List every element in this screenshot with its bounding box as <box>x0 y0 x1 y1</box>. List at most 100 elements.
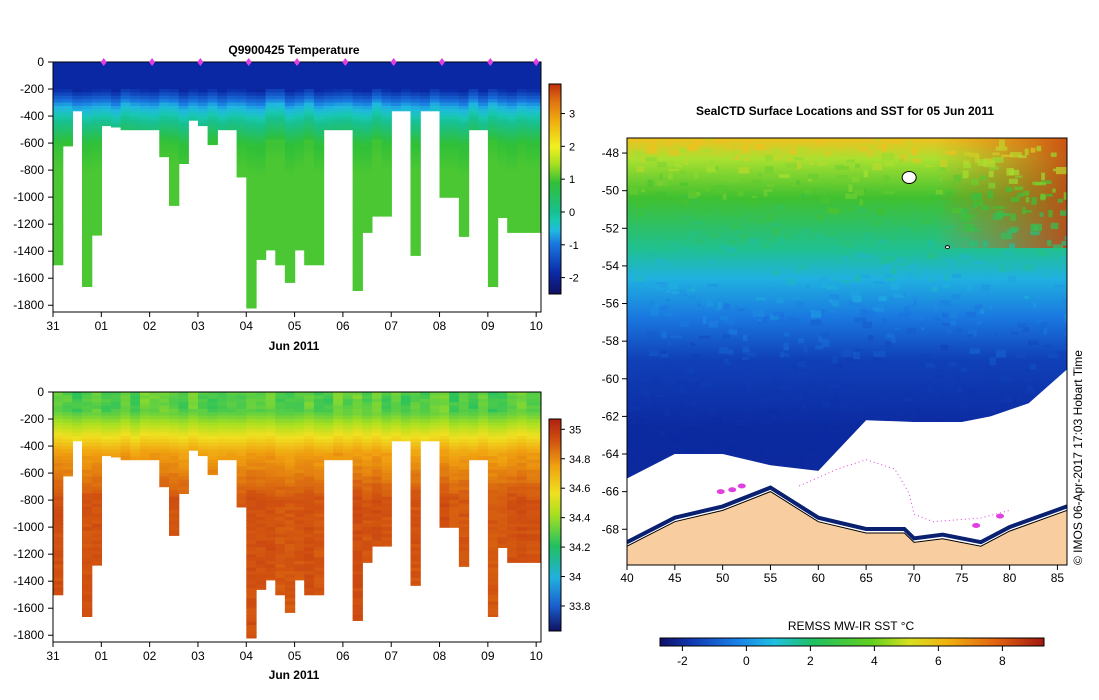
profile-cell <box>458 557 470 562</box>
profile-cell <box>352 122 363 127</box>
profile-cell <box>246 207 257 212</box>
profile-cell <box>507 527 518 532</box>
profile-cell <box>62 65 73 70</box>
sst-texture-cell <box>821 402 831 408</box>
sst-texture-cell <box>690 400 697 407</box>
profile-cell <box>304 513 315 518</box>
profile-cell <box>507 435 518 440</box>
profile-cell <box>294 473 305 478</box>
profile-cell <box>198 429 209 434</box>
profile-cell <box>458 102 470 107</box>
profile-cell <box>487 398 499 403</box>
profile-cell <box>526 517 541 521</box>
profile-cell <box>478 105 489 110</box>
profile-cell <box>284 278 296 283</box>
profile-cell <box>468 429 479 434</box>
profile-cell <box>246 288 257 293</box>
profile-cell <box>304 473 315 478</box>
sst-texture-cell <box>655 258 665 266</box>
profile-cell <box>381 190 392 195</box>
sst-texture-cell <box>679 385 687 393</box>
profile-cell <box>255 257 267 260</box>
profile-cell <box>82 109 93 114</box>
profile-cell <box>449 139 460 144</box>
profile-cell <box>246 72 257 77</box>
y-tick-label: -600 <box>20 466 44 480</box>
sst-texture-cell <box>1012 376 1016 379</box>
profile-cell <box>313 78 325 83</box>
x-tick-label: 05 <box>288 319 302 333</box>
profile-cell <box>265 523 276 528</box>
profile-cell <box>507 220 518 225</box>
profile-cell <box>381 75 392 80</box>
profile-cell <box>497 183 508 188</box>
profile-cell <box>371 456 383 461</box>
profile-cell <box>458 412 470 417</box>
profile-cell <box>130 446 141 451</box>
profile-cell <box>294 537 305 542</box>
sst-texture-cell <box>801 193 810 198</box>
profile-cell <box>120 439 131 444</box>
profile-cell <box>371 490 383 494</box>
profile-cell <box>342 395 354 400</box>
sst-texture-cell <box>689 230 700 238</box>
profile-cell <box>53 166 64 171</box>
profile-cell <box>352 577 363 582</box>
profile-cell <box>333 419 344 423</box>
profile-cell <box>458 214 470 218</box>
profile-cell <box>149 82 160 87</box>
profile-cell <box>275 207 286 212</box>
profile-column <box>188 62 199 121</box>
profile-cell <box>487 237 499 242</box>
profile-cell <box>120 92 131 97</box>
profile-cell <box>53 244 64 249</box>
profile-cell <box>516 112 528 117</box>
profile-cell <box>342 425 354 430</box>
profile-cell <box>62 392 73 396</box>
profile-cell <box>381 200 392 205</box>
profile-cell <box>400 65 412 70</box>
profile-cell <box>149 126 160 131</box>
profile-cell <box>516 479 528 484</box>
profile-cell <box>362 99 373 104</box>
profile-cell <box>304 72 315 77</box>
profile-cell <box>265 102 276 107</box>
profile-cell <box>429 89 441 93</box>
profile-cell <box>82 126 93 131</box>
profile-column <box>101 62 112 127</box>
profile-cell <box>458 197 470 202</box>
sst-texture-cell <box>679 396 687 400</box>
profile-cell <box>178 78 189 83</box>
profile-cell <box>313 469 325 474</box>
profile-cell <box>111 408 122 413</box>
sst-texture-cell <box>796 301 804 309</box>
profile-cell <box>371 469 383 474</box>
profile-cell <box>169 466 180 471</box>
profile-cell <box>178 439 189 444</box>
profile-cell <box>391 105 402 110</box>
profile-cell <box>516 469 528 474</box>
profile-cell <box>246 587 257 592</box>
profile-cell <box>526 149 541 154</box>
profile-cell <box>362 92 373 97</box>
profile-cell <box>371 405 383 410</box>
profile-cell <box>468 419 479 423</box>
profile-cell <box>255 62 267 66</box>
profile-cell <box>352 527 363 532</box>
profile-cell <box>313 513 325 518</box>
profile-cell <box>526 459 541 464</box>
profile-cell <box>275 89 286 93</box>
profile-cell <box>91 224 102 229</box>
profile-cell <box>294 180 305 185</box>
profile-cell <box>497 439 508 444</box>
profile-cell <box>207 442 218 447</box>
sst-texture-cell <box>899 153 908 162</box>
profile-cell <box>101 439 112 444</box>
profile-cell <box>362 102 373 107</box>
profile-cell <box>91 149 102 154</box>
profile-cell <box>429 72 441 77</box>
profile-cell <box>82 554 93 559</box>
profile-cell <box>169 170 180 175</box>
profile-cell <box>284 510 296 515</box>
profile-cell <box>275 459 286 464</box>
